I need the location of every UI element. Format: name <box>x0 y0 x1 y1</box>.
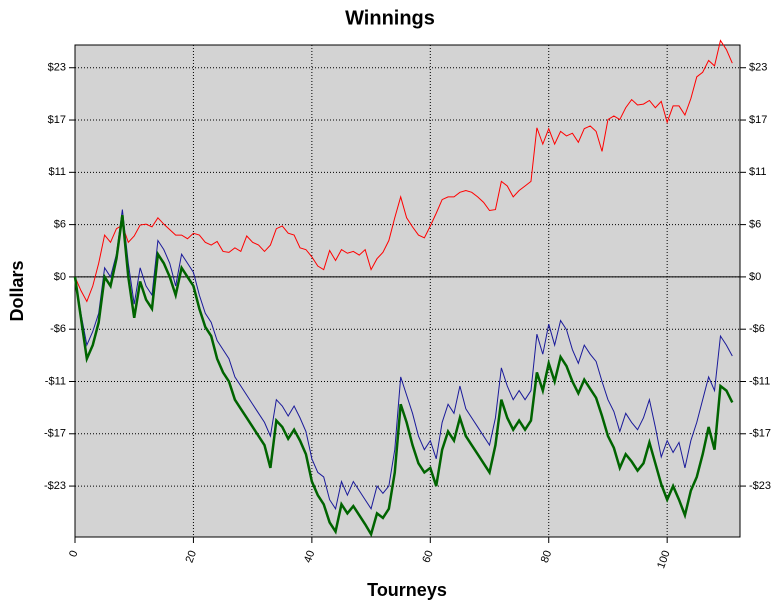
y-tick-label: -$11 <box>45 375 66 387</box>
x-tick-label: 0 <box>67 549 80 559</box>
y-tick-label-right: -$11 <box>749 375 770 387</box>
series-line <box>73 214 734 538</box>
y-tick-label-right: $0 <box>749 271 761 283</box>
y-tick-label: -$23 <box>44 480 66 492</box>
plot-area <box>74 44 741 538</box>
y-tick-label-right: -$23 <box>749 480 771 492</box>
y-tick-label-right: $6 <box>749 219 761 231</box>
series-line <box>74 39 733 303</box>
series-line <box>74 209 733 511</box>
y-tick-label: -$6 <box>50 323 66 335</box>
x-tick-label: 20 <box>184 549 199 565</box>
chart-title: Winnings <box>345 7 435 29</box>
x-tick-label: 40 <box>302 549 317 565</box>
y-tick-label: $17 <box>48 114 66 126</box>
y-axis-title: Dollars <box>7 260 27 321</box>
y-tick-label-right: $11 <box>749 166 767 178</box>
y-tick-label: -$17 <box>44 428 66 440</box>
x-tick-label: 60 <box>420 549 435 565</box>
y-tick-label: $0 <box>54 271 66 283</box>
y-tick-label: $6 <box>54 219 66 231</box>
y-tick-label: $23 <box>48 62 66 74</box>
y-tick-label-right: $23 <box>749 62 767 74</box>
y-tick-label-right: -$6 <box>749 323 765 335</box>
y-tick-label: $11 <box>48 166 66 178</box>
x-tick-label: 80 <box>539 549 554 565</box>
y-tick-label-right: -$17 <box>749 428 771 440</box>
x-axis-title: Tourneys <box>367 580 447 600</box>
x-tick-label: 100 <box>655 549 673 570</box>
y-tick-label-right: $17 <box>749 114 767 126</box>
